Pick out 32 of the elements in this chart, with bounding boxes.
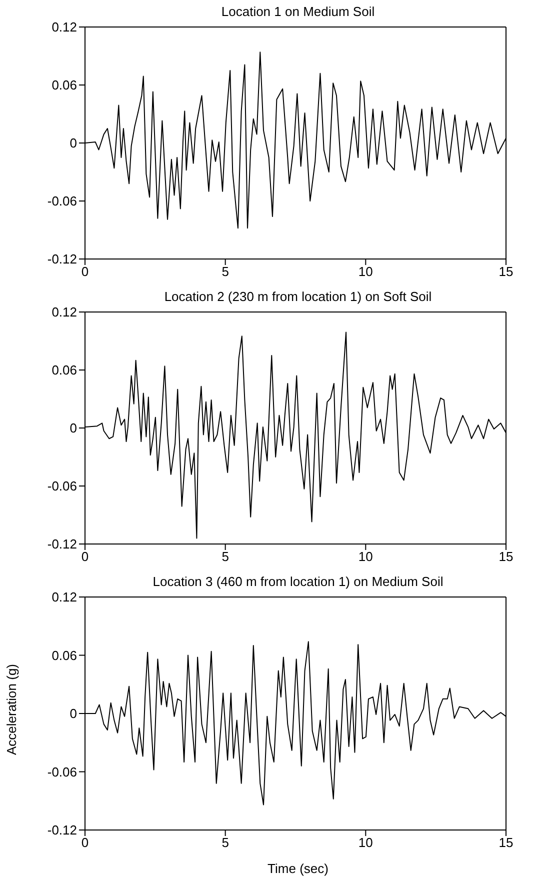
- x-tick-label: 0: [81, 549, 89, 564]
- x-tick-label: 10: [358, 264, 373, 280]
- x-axis-title: Time (sec): [266, 861, 330, 876]
- x-tick-label: 15: [498, 835, 514, 850]
- y-tick-label: -0.12: [47, 822, 77, 838]
- y-axis-title: Acceleration (g): [4, 663, 20, 755]
- x-tick-label: 0: [81, 264, 89, 280]
- y-tick-label: 0: [70, 136, 77, 151]
- chart-title: Location 1 on Medium Soil: [220, 4, 376, 19]
- x-tick-label: 5: [222, 835, 229, 850]
- x-tick-label: 10: [358, 549, 373, 564]
- y-tick-label: -0.06: [47, 764, 77, 780]
- x-tick-label: 10: [358, 835, 373, 850]
- y-tick-label: 0.06: [52, 78, 77, 93]
- chart-title: Location 3 (460 m from location 1) on Medium Soil: [152, 574, 444, 589]
- y-tick-label: -0.06: [47, 194, 77, 209]
- y-tick-label: -0.06: [47, 478, 77, 494]
- y-tick-label: 0.06: [52, 362, 77, 378]
- y-tick-label: -0.12: [47, 536, 77, 552]
- y-tick-label: -0.12: [47, 252, 77, 267]
- x-tick-label: 15: [498, 264, 514, 280]
- y-tick-label: 0.12: [52, 20, 77, 35]
- y-tick-label: 0.12: [52, 590, 77, 605]
- y-tick-label: 0: [70, 706, 77, 722]
- x-tick-label: 5: [222, 264, 229, 280]
- y-tick-label: 0.06: [52, 648, 77, 663]
- y-tick-label: 0.12: [52, 304, 77, 320]
- chart-title: Location 2 (230 m from location 1) on Soft Soil: [163, 289, 433, 304]
- x-tick-label: 0: [81, 835, 89, 850]
- x-tick-label: 5: [222, 549, 229, 564]
- x-tick-label: 15: [498, 549, 514, 564]
- y-tick-label: 0: [70, 420, 77, 436]
